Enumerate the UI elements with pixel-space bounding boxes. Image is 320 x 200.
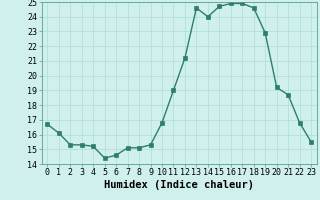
X-axis label: Humidex (Indice chaleur): Humidex (Indice chaleur) (104, 180, 254, 190)
